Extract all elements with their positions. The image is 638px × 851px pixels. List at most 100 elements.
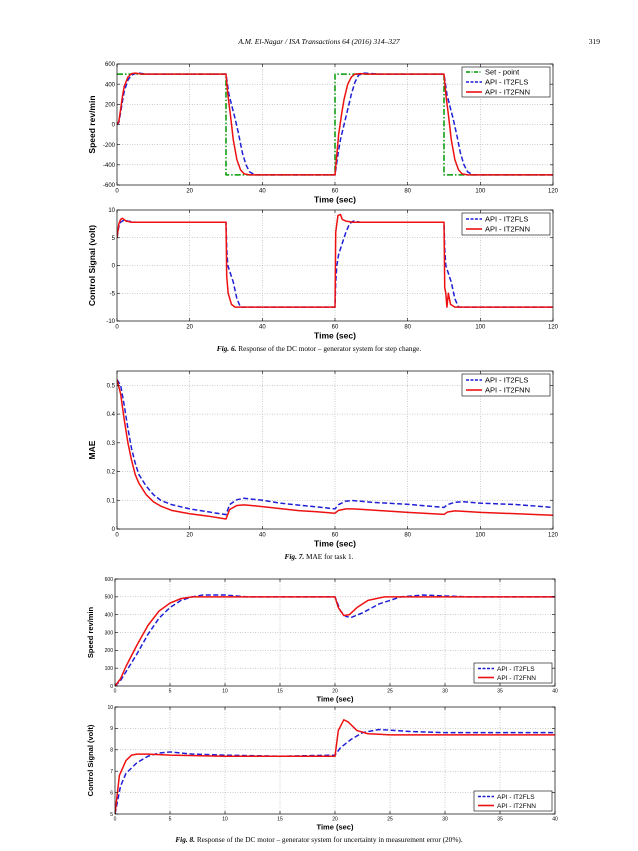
page-number: 319 [588, 37, 600, 46]
x-tick-label: 20 [332, 689, 338, 695]
y-tick-label: -10 [106, 319, 115, 325]
y-tick-label: 0.5 [107, 383, 116, 389]
x-axis-label: Time (sec) [314, 539, 356, 549]
y-tick-label: 0 [112, 123, 116, 129]
y-tick-label: 100 [105, 666, 114, 672]
y-tick-label: 0 [112, 264, 116, 270]
x-tick-label: 5 [169, 817, 172, 823]
x-tick-label: 0 [114, 689, 117, 695]
y-tick-label: 5 [110, 812, 113, 818]
y-tick-label: 300 [105, 630, 114, 636]
y-axis-label: MAE [87, 440, 97, 459]
series-line-api-it2fnn [115, 719, 555, 815]
x-tick-label: 40 [259, 325, 266, 331]
y-tick-label: 200 [105, 648, 114, 654]
y-tick-label: -5 [110, 291, 116, 297]
chart-fig7-mae: 0 20 40 60 80 100 120 0 0.1 0.2 0.3 0.4 0.5 Time (sec… [87, 370, 559, 549]
x-tick-label: 100 [475, 189, 486, 195]
caption-fig6-label: Fig. 6. [216, 344, 237, 353]
x-axis-label: Time (sec) [317, 695, 354, 704]
caption-fig7-text: MAE for task 1. [306, 552, 354, 561]
y-tick-label: -200 [103, 143, 116, 149]
y-tick-label: 7 [110, 769, 113, 775]
x-tick-label: 20 [186, 533, 193, 539]
x-tick-label: 35 [497, 817, 503, 823]
legend-box [461, 373, 551, 397]
legend-entry: API - IT2FNN [485, 225, 530, 234]
y-tick-label: 400 [105, 82, 116, 88]
y-tick-label: 10 [108, 208, 115, 214]
series-line-set-point [117, 73, 553, 176]
x-tick-label: 25 [387, 817, 393, 823]
x-tick-label: 15 [277, 689, 283, 695]
y-tick-label: 10 [107, 705, 113, 711]
x-axis-label: Time (sec) [314, 195, 356, 205]
x-tick-label: 15 [277, 817, 283, 823]
x-tick-label: 40 [259, 189, 266, 195]
y-tick-label: 9 [110, 726, 113, 732]
x-tick-label: 20 [332, 817, 338, 823]
x-axis-label: Time (sec) [314, 331, 356, 341]
x-tick-label: 60 [332, 189, 339, 195]
x-tick-label: 100 [475, 533, 486, 539]
caption-fig8-label: Fig. 8. [175, 835, 195, 844]
running-header: A.M. El-Nagar / ISA Transactions 64 (201… [238, 37, 400, 46]
caption-fig8-text: Response of the DC motor – generator sys… [196, 835, 463, 844]
y-tick-label: 0.1 [107, 498, 116, 504]
legend-entry: API - IT2FLS [485, 376, 528, 385]
y-tick-label: 5 [112, 236, 116, 242]
legend-entry: API - IT2FNN [497, 803, 536, 810]
series-line-api-it2fnn [115, 596, 555, 687]
x-tick-label: 0 [115, 325, 119, 331]
y-axis-label: Control Signal (volt) [87, 225, 97, 306]
y-tick-label: 0 [110, 684, 113, 690]
x-tick-label: 25 [387, 689, 393, 695]
legend-entry: Set - point [485, 68, 520, 77]
x-tick-label: 80 [404, 189, 411, 195]
x-tick-label: 10 [222, 689, 228, 695]
x-tick-label: 35 [497, 689, 503, 695]
x-tick-label: 40 [259, 533, 266, 539]
chart-fig6-speed: 0 20 40 60 80 100 120 -600 -400 -200 0 200 400 600 Tim… [87, 62, 559, 204]
x-tick-label: 80 [404, 325, 411, 331]
y-tick-label: 0 [112, 527, 116, 533]
x-axis-label: Time (sec) [317, 823, 354, 832]
series-line-api-it2fls [117, 379, 553, 516]
series-line-api-it2fnn [117, 379, 553, 520]
legend-entry: API - IT2FLS [485, 78, 528, 87]
y-tick-label: -600 [103, 183, 116, 189]
series-line-api-it2fnn [117, 72, 553, 176]
y-axis-label: Speed rev/min [86, 606, 95, 658]
x-tick-label: 120 [548, 189, 559, 195]
x-tick-label: 30 [442, 689, 448, 695]
y-tick-label: 0.4 [107, 412, 116, 418]
legend-entry: API - IT2FNN [485, 386, 530, 395]
series-line-api-it2fnn [117, 213, 553, 308]
x-tick-label: 40 [552, 817, 558, 823]
chart-fig6-control-signal: 0 20 40 60 80 100 120 -10 -5 0 5 10 Time (sec) Contro… [87, 208, 559, 340]
caption-fig8: Fig. 8. Response of the DC motor – gener… [0, 835, 638, 844]
legend-entry: API - IT2FNN [497, 675, 536, 682]
y-tick-label: 500 [105, 595, 114, 601]
legend-entry: API - IT2FNN [485, 88, 530, 97]
x-tick-label: 10 [222, 817, 228, 823]
y-tick-label: 600 [105, 577, 114, 583]
legend-entry: API - IT2FLS [497, 794, 535, 801]
y-tick-label: 0.3 [107, 441, 116, 447]
legend-box [461, 212, 551, 236]
x-tick-label: 30 [442, 817, 448, 823]
caption-fig6-text: Response of the DC motor – generator sys… [238, 344, 422, 353]
x-tick-label: 100 [475, 325, 486, 331]
y-tick-label: -400 [103, 163, 116, 169]
x-tick-label: 120 [548, 325, 559, 331]
y-tick-label: 8 [110, 748, 113, 754]
x-tick-label: 60 [332, 533, 339, 539]
x-tick-label: 120 [548, 533, 559, 539]
caption-fig6: Fig. 6. Response of the DC motor – gener… [0, 344, 638, 353]
y-axis-label: Speed rev/min [87, 95, 97, 153]
x-tick-label: 5 [169, 689, 172, 695]
y-tick-label: 400 [105, 612, 114, 618]
caption-fig7: Fig. 7. MAE for task 1. [0, 552, 638, 561]
x-tick-label: 20 [186, 325, 193, 331]
